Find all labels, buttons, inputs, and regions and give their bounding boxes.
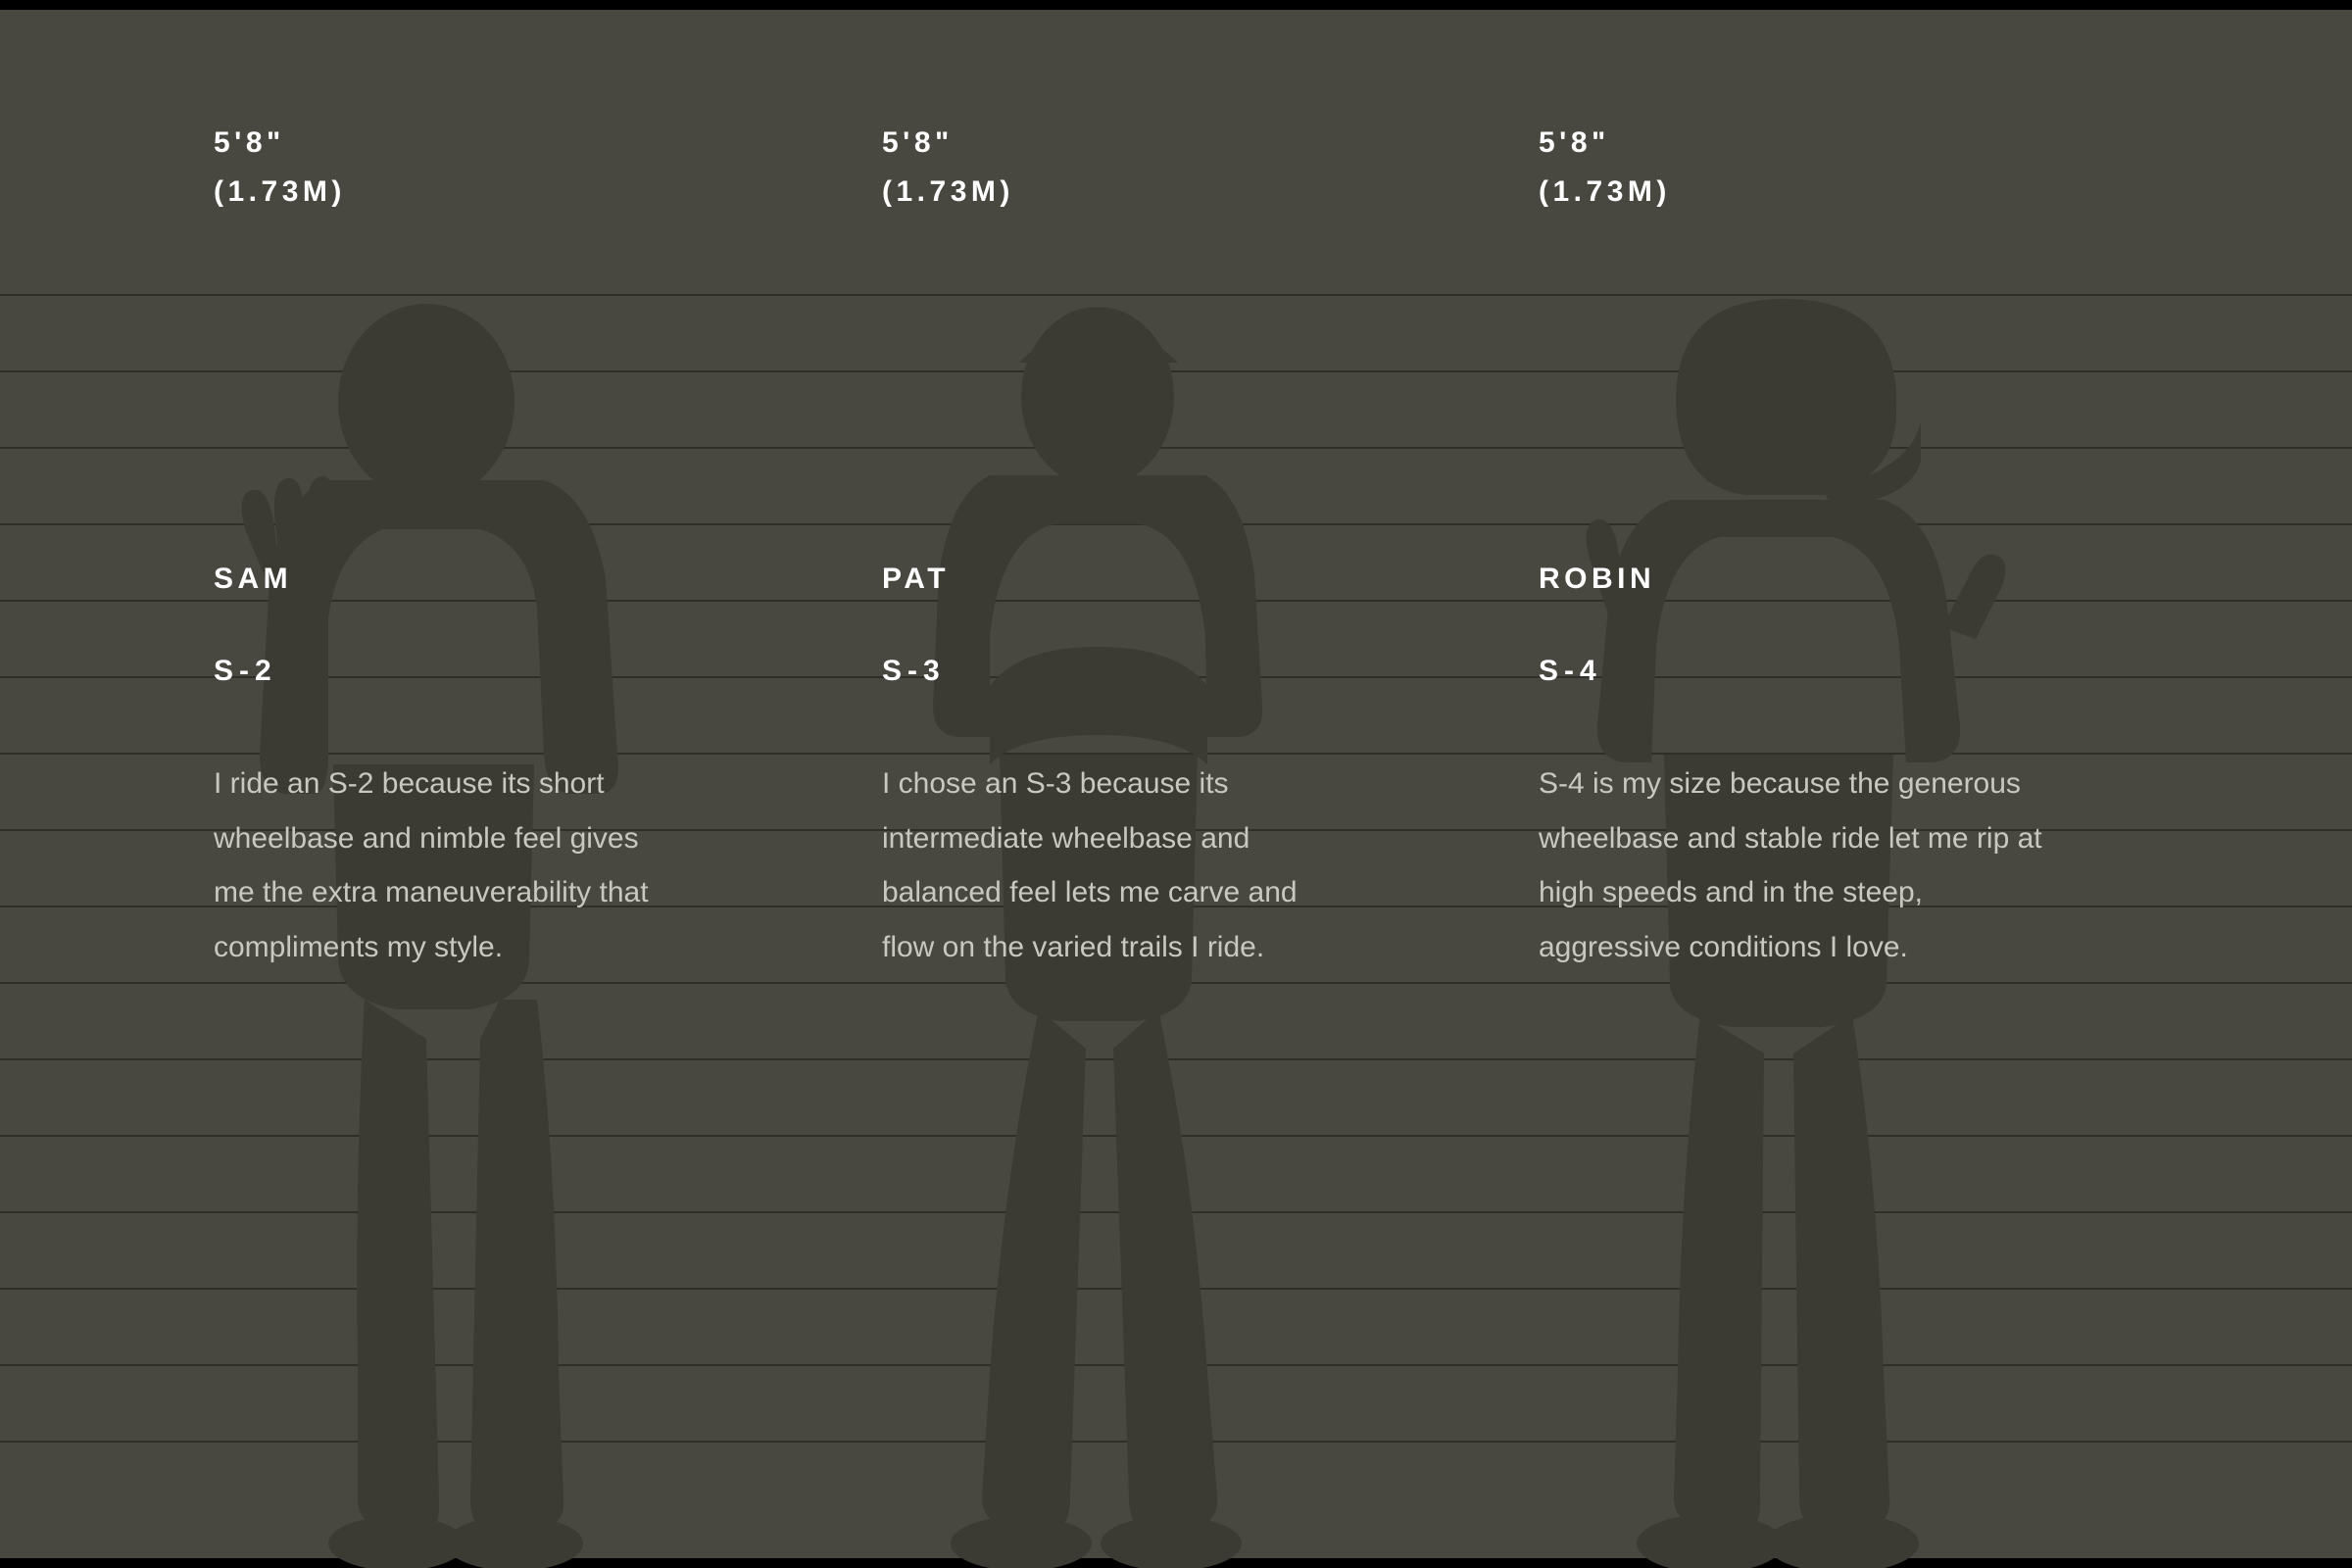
rider-column-0: 5'8" (1.73M) SAM S-2 I ride an S-2 becau… — [214, 125, 684, 974]
size-code: S-2 — [214, 655, 684, 688]
rider-name: ROBIN — [1539, 563, 2048, 596]
gridline — [0, 1288, 2352, 1290]
gridline — [0, 1364, 2352, 1366]
height-metric: (1.73M) — [1539, 174, 2048, 210]
gridline — [0, 982, 2352, 984]
gridline — [0, 1441, 2352, 1443]
rider-column-1: 5'8" (1.73M) PAT S-3 I chose an S-3 beca… — [882, 125, 1352, 974]
rider-blurb: S-4 is my size because the generous whee… — [1539, 757, 2048, 974]
size-code: S-4 — [1539, 655, 2048, 688]
rider-column-2: 5'8" (1.73M) ROBIN S-4 S-4 is my size be… — [1539, 125, 2048, 974]
gridline — [0, 1211, 2352, 1213]
rider-name: SAM — [214, 563, 684, 596]
infographic-stage: 5'8" (1.73M) SAM S-2 I ride an S-2 becau… — [0, 0, 2352, 1568]
height-imperial: 5'8" — [214, 125, 684, 161]
gridline — [0, 1058, 2352, 1060]
rider-name: PAT — [882, 563, 1352, 596]
height-metric: (1.73M) — [882, 174, 1352, 210]
rider-blurb: I ride an S-2 because its short wheelbas… — [214, 757, 684, 974]
height-metric: (1.73M) — [214, 174, 684, 210]
height-imperial: 5'8" — [882, 125, 1352, 161]
rider-blurb: I chose an S-3 because its intermediate … — [882, 757, 1352, 974]
gridline — [0, 1135, 2352, 1137]
height-imperial: 5'8" — [1539, 125, 2048, 161]
size-code: S-3 — [882, 655, 1352, 688]
